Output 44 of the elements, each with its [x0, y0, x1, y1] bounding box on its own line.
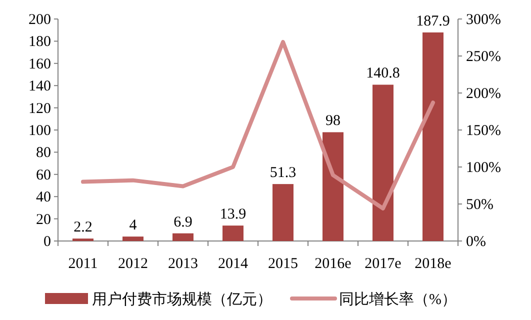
line-series [81, 40, 435, 210]
data-label: 187.9 [416, 13, 450, 30]
legend-label: 同比增长率（%） [339, 291, 456, 308]
bar [322, 132, 344, 241]
bar [372, 84, 394, 241]
data-label: 2.2 [74, 220, 92, 236]
y2-tick-label: 250% [466, 49, 501, 65]
data-label: 51.3 [270, 165, 296, 182]
x-tick-label: 2018e [414, 256, 452, 272]
y-tick-label: 100 [28, 123, 51, 139]
bar [122, 236, 144, 241]
y2-tick-label: 100% [466, 160, 501, 176]
y2-tick-label: 300% [466, 12, 501, 28]
y-tick-label: 160 [28, 56, 51, 72]
data-label: 140.8 [366, 66, 400, 82]
bar [422, 32, 444, 241]
y-tick-label: 200 [28, 12, 51, 28]
data-label: 13.9 [220, 206, 246, 223]
x-tick-label: 2015 [268, 256, 298, 272]
y-tick-label: 0 [44, 234, 51, 250]
y2-tick-label: 150% [466, 123, 501, 139]
x-tick-label: 2014 [218, 256, 248, 272]
y-tick-label: 180 [28, 34, 51, 50]
y2-tick-label: 200% [466, 86, 501, 102]
y-tick-label: 60 [36, 167, 51, 184]
bar [222, 226, 244, 241]
bar [172, 233, 194, 241]
data-label: 4 [129, 218, 138, 234]
y-tick-label: 140 [28, 78, 51, 95]
y-tick-label: 40 [36, 190, 51, 206]
data-label: 6.9 [174, 214, 192, 230]
y-tick-label: 20 [36, 212, 51, 228]
x-tick-label: 2012 [118, 256, 148, 272]
legend-label: 用户付费市场规模（亿元） [92, 291, 272, 308]
x-tick-label: 2017e [364, 256, 402, 272]
y2-tick-label: 0% [466, 234, 486, 250]
bar [272, 184, 294, 241]
y-tick-label: 80 [36, 145, 51, 162]
y-tick-label: 120 [28, 100, 51, 117]
x-tick-label: 2016e [314, 256, 352, 272]
x-tick-label: 2013 [168, 256, 198, 272]
y2-tick-label: 50% [466, 197, 494, 213]
data-label: 98 [326, 113, 340, 130]
x-tick-label: 2011 [68, 256, 98, 272]
